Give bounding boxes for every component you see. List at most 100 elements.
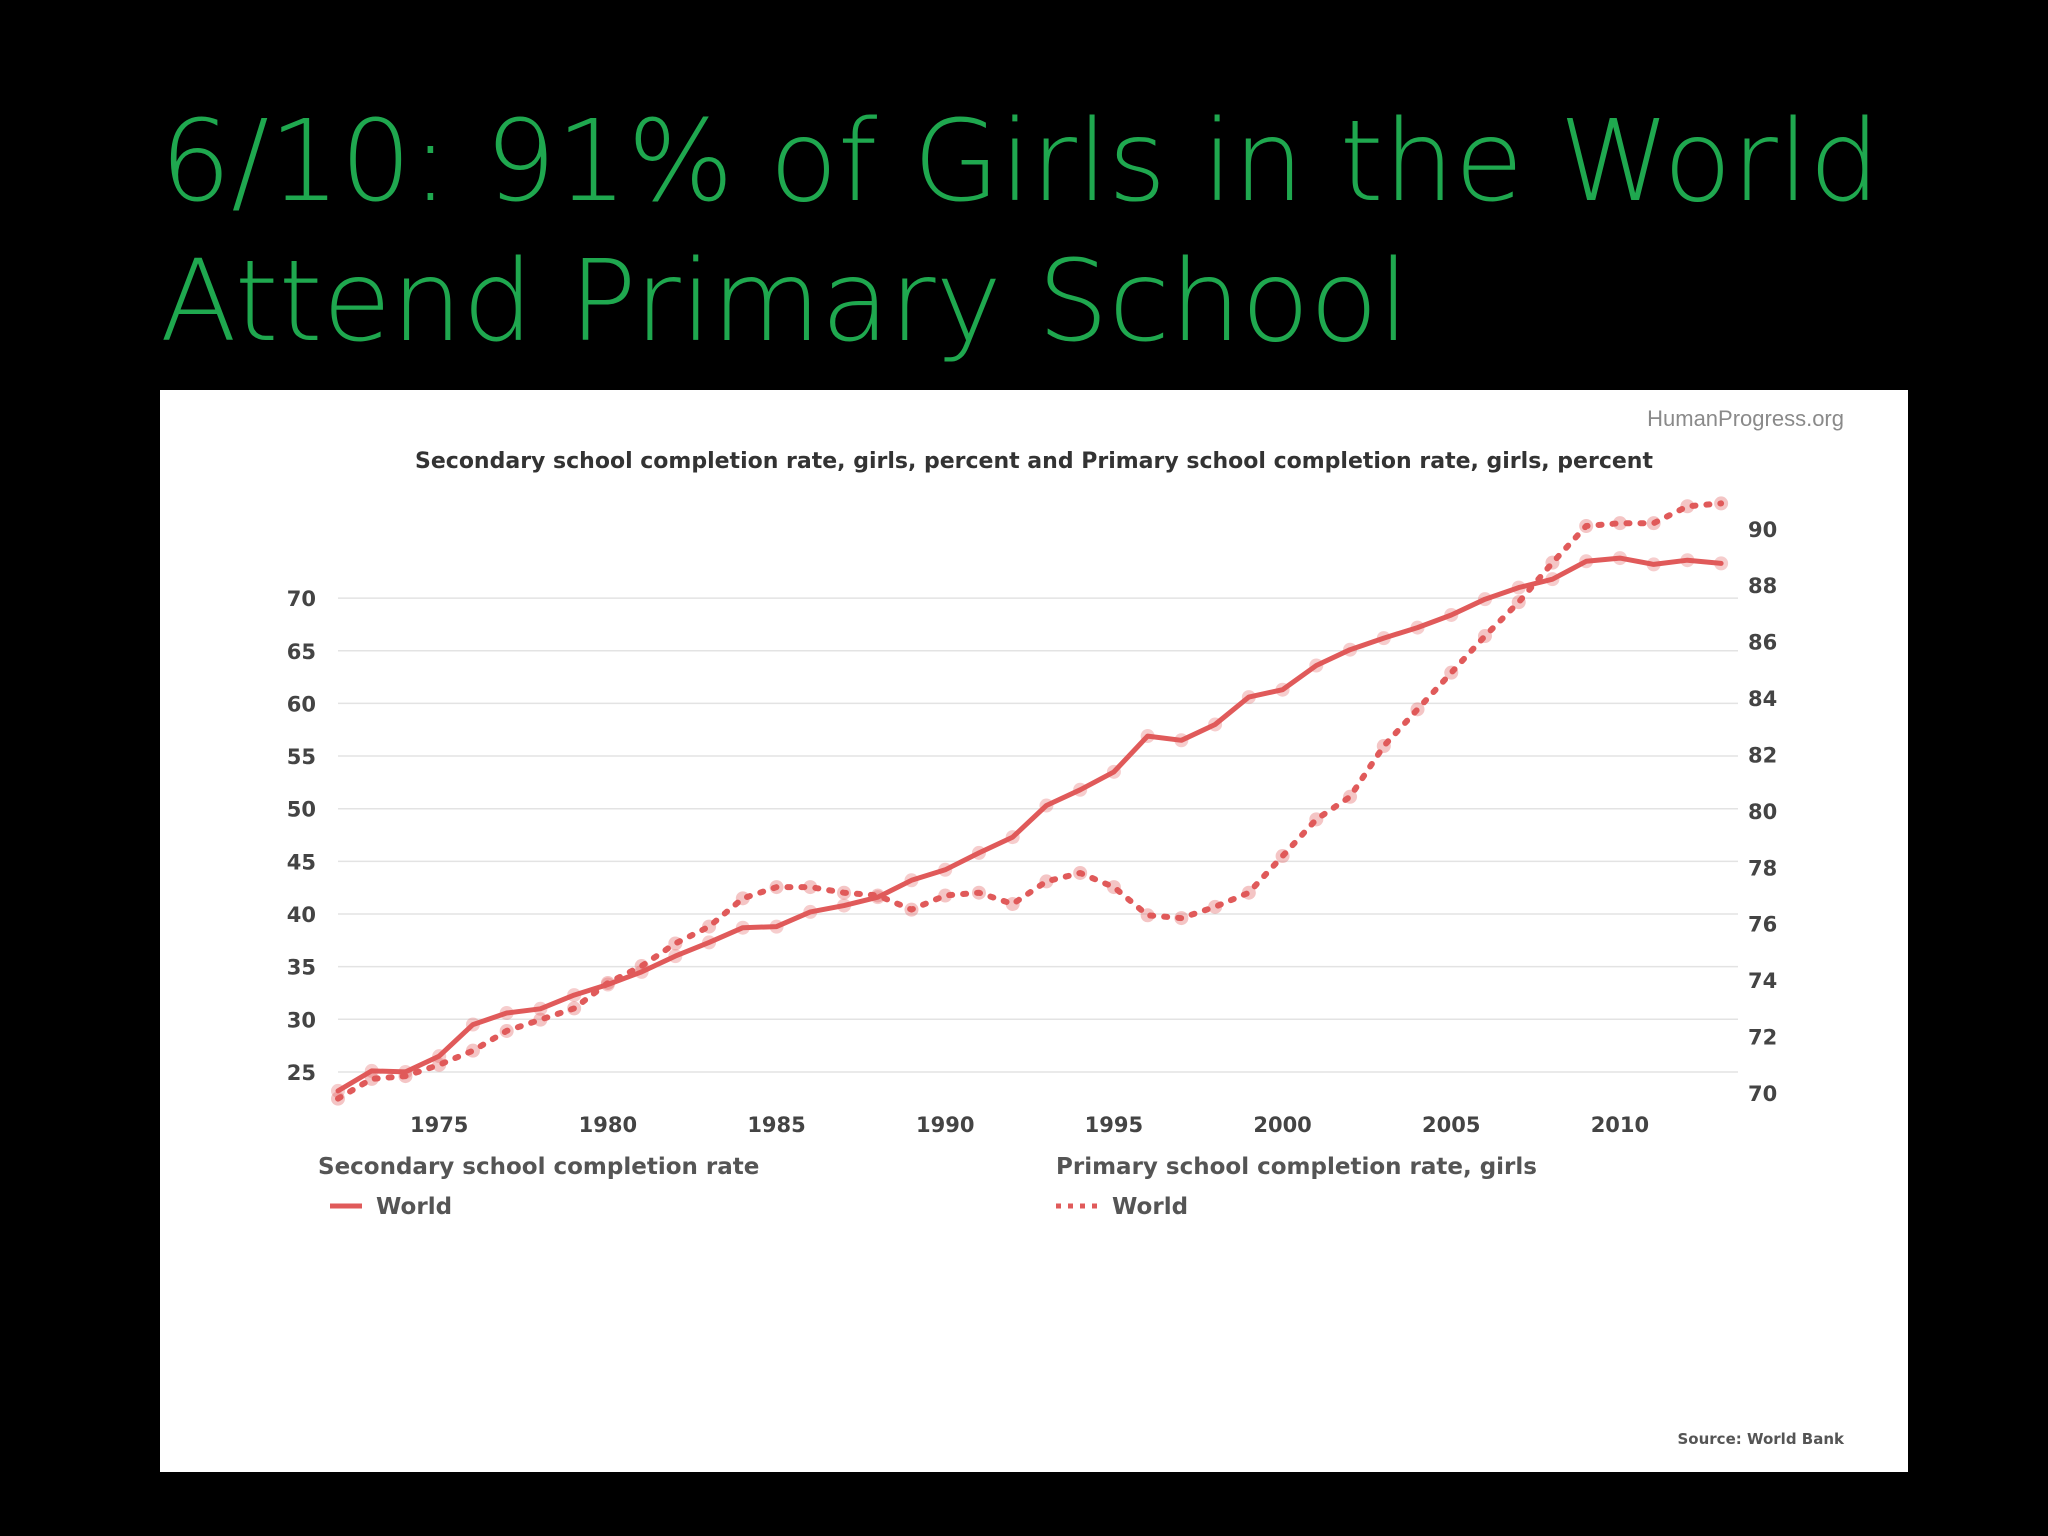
point-secondary-2011	[1646, 557, 1661, 572]
point-secondary-1975	[432, 1049, 447, 1064]
point-secondary-1984	[735, 920, 750, 935]
point-primary-1998	[1208, 899, 1223, 914]
y-right-tick-88: 88	[1748, 574, 1777, 598]
point-primary-1973	[364, 1071, 379, 1086]
point-secondary-1997	[1174, 733, 1189, 748]
point-primary-1986	[803, 880, 818, 895]
y-left-tick-35: 35	[287, 956, 316, 980]
series-layer	[331, 496, 1729, 1106]
point-primary-1981	[634, 959, 649, 974]
point-primary-1972	[331, 1091, 345, 1106]
point-secondary-1985	[769, 919, 784, 934]
x-tick-1995: 1995	[1085, 1113, 1143, 1137]
point-secondary-1978	[533, 1001, 548, 1016]
point-secondary-2009	[1579, 554, 1594, 569]
point-primary-1990	[938, 888, 953, 903]
point-primary-2009	[1579, 519, 1594, 533]
point-primary-2011	[1646, 516, 1661, 531]
point-primary-1993	[1039, 874, 1054, 889]
point-primary-1976	[465, 1043, 480, 1058]
y-left-tick-55: 55	[287, 745, 316, 769]
y-left-tick-45: 45	[287, 850, 316, 874]
y-right-tick-82: 82	[1748, 743, 1777, 767]
point-primary-2001	[1309, 812, 1324, 827]
point-secondary-1989	[904, 873, 919, 888]
legend-label-secondary: World	[376, 1194, 452, 1220]
point-primary-1997	[1174, 911, 1189, 926]
x-tick-2005: 2005	[1422, 1113, 1480, 1137]
point-secondary-2003	[1376, 631, 1391, 646]
point-secondary-1979	[567, 988, 582, 1003]
point-primary-1983	[702, 919, 717, 934]
y-right-tick-78: 78	[1748, 856, 1777, 880]
point-primary-1992	[1005, 897, 1020, 911]
x-tick-1985: 1985	[747, 1113, 805, 1137]
point-secondary-1983	[702, 935, 717, 950]
point-primary-2002	[1343, 789, 1358, 804]
chart-svg: HumanProgress.org Secondary school compl…	[287, 406, 1845, 1448]
point-secondary-2013	[1714, 556, 1729, 571]
point-secondary-1973	[364, 1063, 379, 1078]
point-primary-2008	[1545, 555, 1560, 570]
point-primary-1980	[600, 975, 615, 990]
point-secondary-1987	[837, 898, 852, 913]
point-secondary-2004	[1410, 620, 1425, 635]
series-line-secondary	[335, 555, 1724, 1094]
point-primary-2006	[1477, 629, 1492, 644]
x-tick-1990: 1990	[916, 1113, 974, 1137]
point-secondary-1998	[1208, 717, 1223, 732]
y-right-tick-74: 74	[1748, 969, 1777, 993]
slide-title: 6/10: 91% of Girls in the World Attend P…	[160, 92, 1980, 372]
x-tick-1975: 1975	[410, 1113, 468, 1137]
point-primary-2000	[1275, 849, 1290, 864]
point-primary-1996	[1140, 908, 1155, 923]
point-secondary-1976	[465, 1017, 480, 1032]
point-secondary-2008	[1545, 572, 1560, 587]
slide-title-line-2: Attend Primary School	[160, 237, 1410, 367]
point-secondary-1994	[1073, 782, 1088, 797]
point-primary-2010	[1612, 516, 1627, 531]
legend-label-primary: World	[1112, 1194, 1188, 1220]
point-primary-1975	[432, 1057, 447, 1072]
point-primary-2005	[1444, 665, 1459, 680]
point-primary-1982	[668, 936, 683, 951]
y-left-tick-65: 65	[287, 640, 316, 664]
point-primary-1974	[398, 1069, 413, 1084]
series-line-primary	[335, 500, 1725, 1102]
point-secondary-1986	[803, 904, 818, 919]
point-primary-1979	[567, 1001, 582, 1016]
point-secondary-2005	[1444, 607, 1459, 622]
point-secondary-1992	[1005, 830, 1020, 845]
point-secondary-2000	[1275, 682, 1290, 697]
point-primary-1987	[837, 885, 852, 900]
point-primary-2004	[1410, 702, 1425, 717]
chart-title: Secondary school completion rate, girls,…	[415, 449, 1653, 474]
legend-title-primary: Primary school completion rate, girls	[1056, 1154, 1537, 1180]
point-primary-2013	[1714, 496, 1729, 511]
point-secondary-2012	[1680, 553, 1695, 568]
y-right-tick-90: 90	[1748, 518, 1777, 542]
point-primary-1989	[904, 902, 919, 917]
x-tick-2000: 2000	[1253, 1113, 1311, 1137]
point-primary-1988	[870, 888, 885, 903]
y-left-tick-30: 30	[287, 1008, 316, 1032]
point-primary-1984	[735, 891, 750, 906]
y-right-tick-84: 84	[1748, 687, 1777, 711]
point-primary-2003	[1376, 739, 1391, 754]
grid-layer	[338, 597, 1738, 1073]
brand-label: HumanProgress.org	[1647, 406, 1844, 431]
point-secondary-1981	[634, 964, 649, 979]
y-left-tick-70: 70	[287, 587, 316, 611]
point-primary-1999	[1241, 885, 1256, 900]
axis-layer: 25 30 35 40 45 50 55 60 65 70 70 72 74 76 78 80 82 84 86 88…	[287, 518, 1777, 1137]
y-left-tick-60: 60	[287, 692, 316, 716]
point-secondary-1996	[1140, 729, 1155, 744]
point-primary-1977	[499, 1023, 514, 1038]
legend-title-secondary: Secondary school completion rate	[318, 1154, 759, 1180]
chart-panel: HumanProgress.org Secondary school compl…	[160, 390, 1908, 1472]
y-right-tick-72: 72	[1748, 1026, 1777, 1050]
point-secondary-1982	[668, 949, 683, 964]
y-left-tick-40: 40	[287, 903, 316, 927]
point-secondary-1999	[1241, 690, 1256, 705]
y-left-tick-50: 50	[287, 798, 316, 822]
